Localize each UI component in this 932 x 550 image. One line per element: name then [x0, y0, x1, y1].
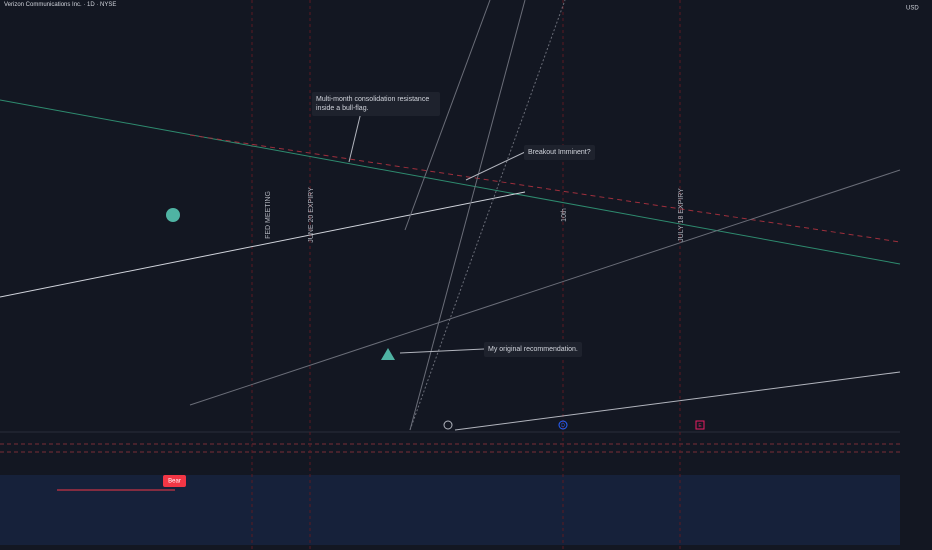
annotation: My original recommendation.	[484, 342, 582, 357]
event-icon-label: D	[561, 423, 565, 429]
event-icon	[443, 420, 453, 430]
channel-line	[454, 371, 901, 431]
event-icon	[695, 420, 705, 430]
event-icon-label: E	[698, 423, 702, 429]
drawings	[0, 0, 901, 491]
bear-label-box	[163, 475, 186, 487]
callout-line	[399, 348, 485, 354]
event-label: JULY 18 EXPIRY	[678, 188, 685, 242]
event-icon	[558, 420, 568, 430]
event-label: 10th	[561, 208, 568, 222]
event-lines	[251, 0, 681, 550]
event-label: JUNE 20 EXPIRY	[308, 187, 315, 243]
chart-title: Verizon Communications Inc. · 1D · NYSE	[4, 2, 117, 8]
event-label: FED MEETING	[265, 191, 272, 239]
marker-circle	[166, 208, 180, 222]
annotation: Multi-month consolidation resistance ins…	[312, 92, 440, 116]
callout-line	[465, 151, 526, 181]
fan-line	[404, 0, 491, 231]
channel-line	[189, 169, 901, 406]
trend-line	[0, 191, 526, 298]
rsi-band	[0, 475, 900, 545]
fan-line	[409, 0, 566, 431]
bear-label: Bear	[168, 479, 181, 485]
annotation: Breakout Imminent?	[524, 145, 595, 160]
callout-line	[348, 107, 363, 163]
marker-triangle	[381, 348, 395, 360]
currency: USD	[906, 6, 919, 12]
trend-line	[0, 99, 901, 265]
fan-line	[409, 0, 526, 431]
trend-line	[189, 134, 901, 243]
